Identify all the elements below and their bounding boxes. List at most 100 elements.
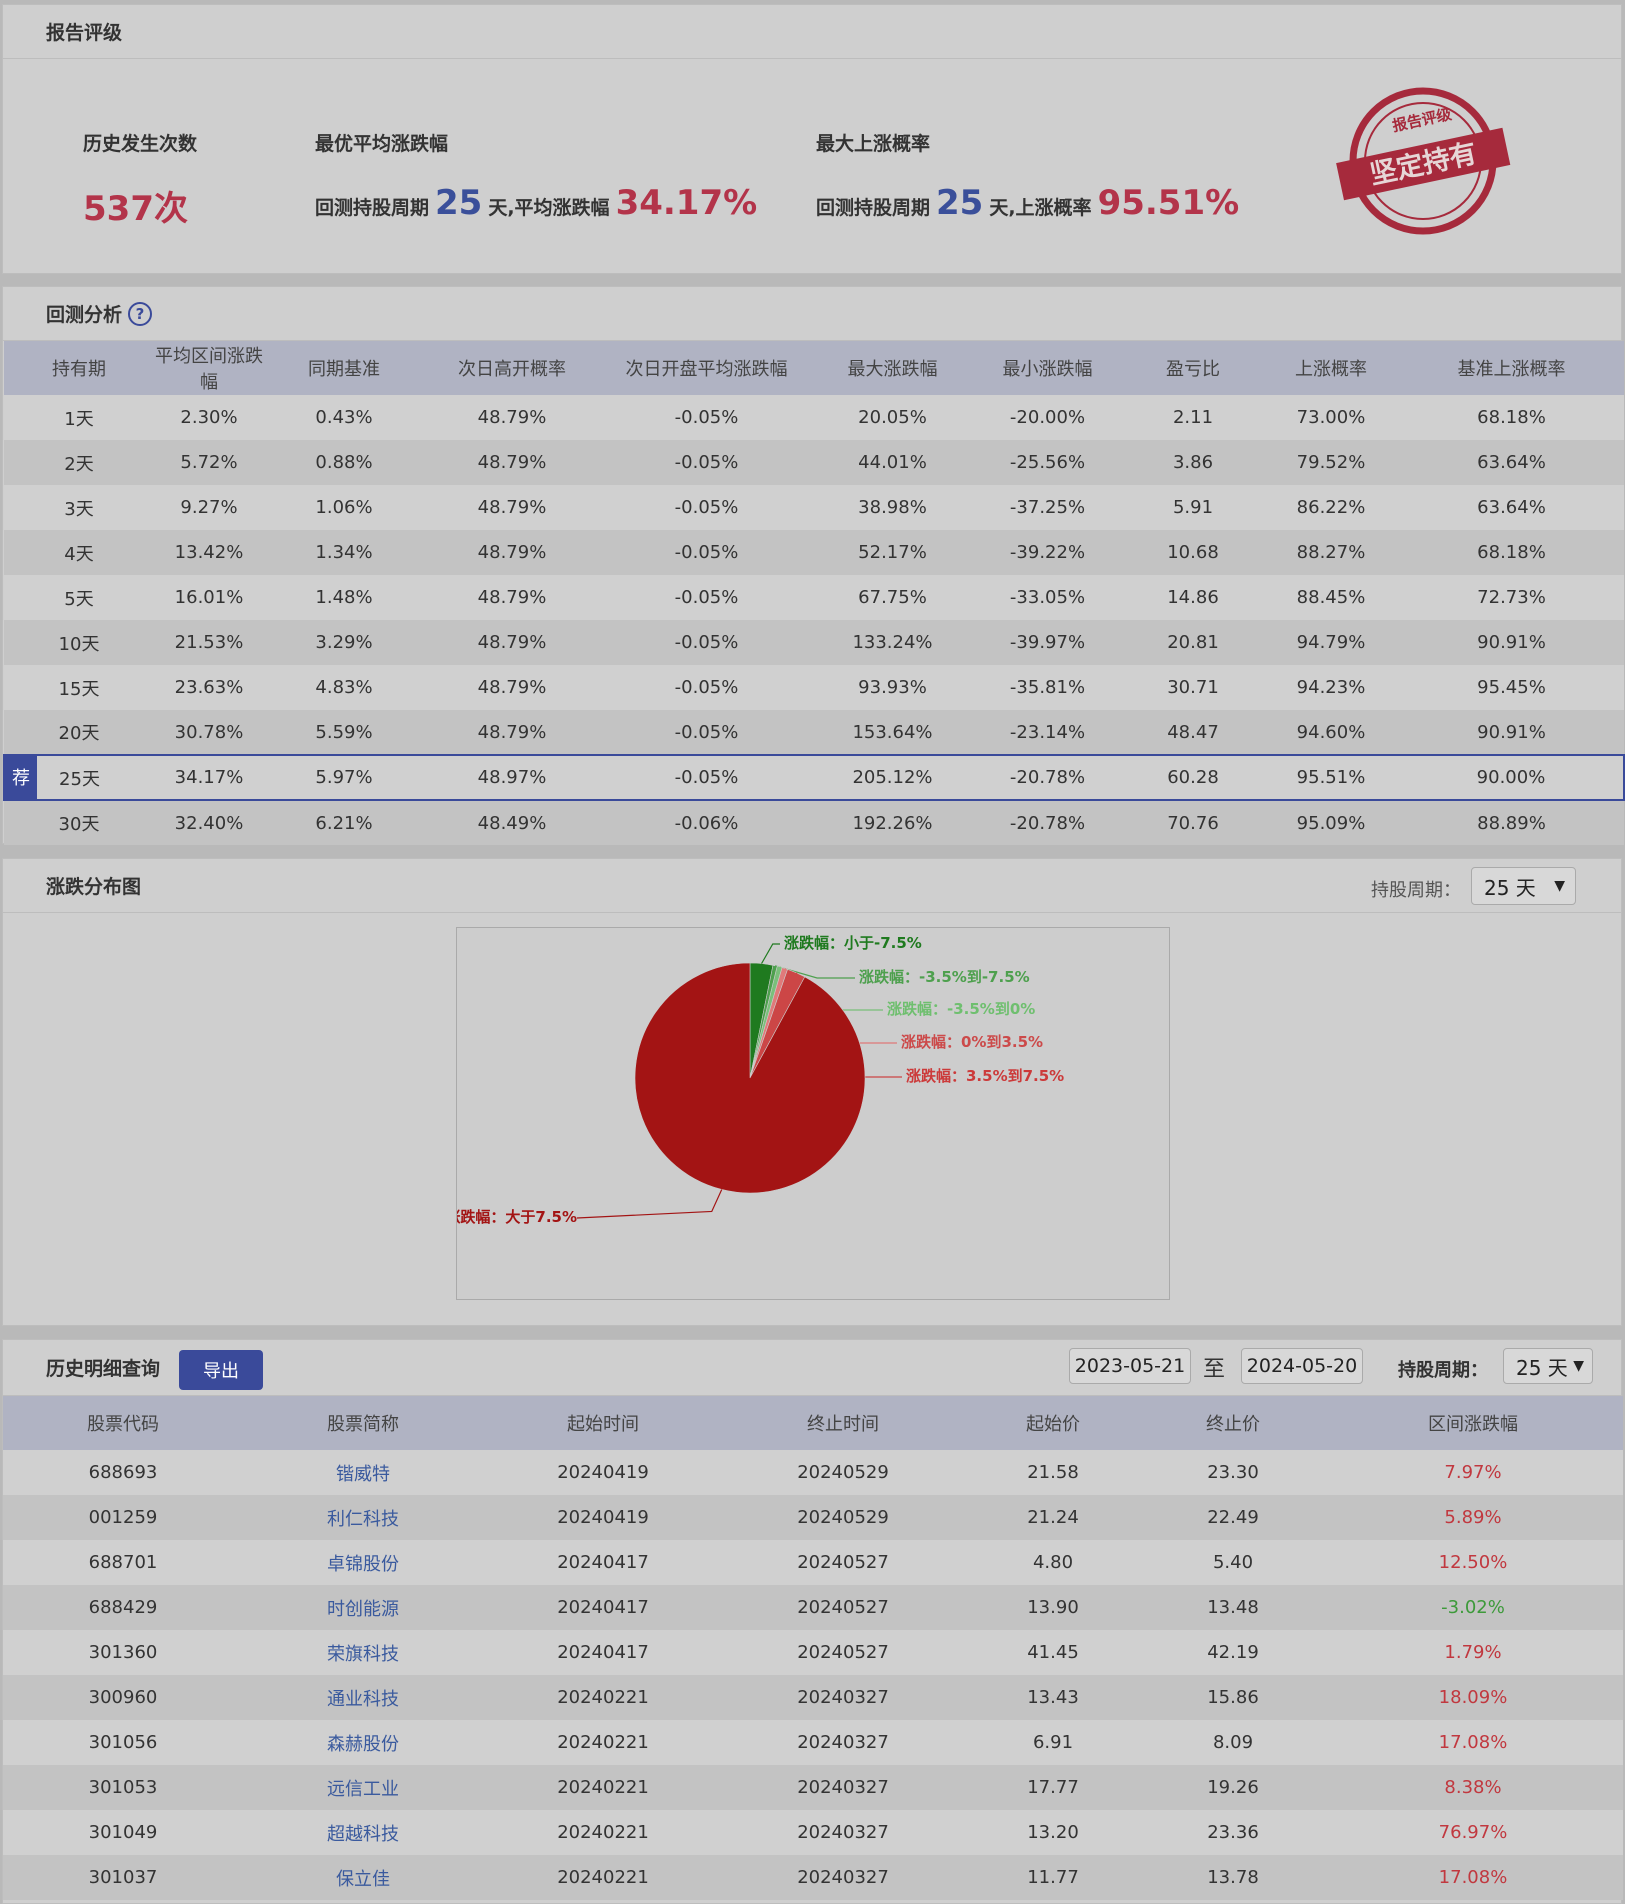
date-to-input[interactable]: 2024-05-20 [1241,1348,1363,1384]
table-cell: 4.80 [1032,1552,1074,1573]
table-cell: -0.05% [674,587,739,608]
export-button[interactable]: 导出 [179,1350,263,1390]
table-cell: 5.59% [315,721,373,743]
table-cell: 94.23% [1296,677,1366,698]
table-cell: 20240419 [557,1507,649,1528]
table-cell: 79.52% [1296,452,1366,473]
table-cell: 301053 [88,1777,158,1798]
table-cell: 5.72% [180,452,238,473]
table-cell: 1.79% [1444,1642,1502,1663]
column-header: 股票简称 [327,1414,399,1435]
table-cell: -39.97% [1009,632,1086,653]
table-cell: 30.78% [174,721,244,743]
stock-name-link[interactable]: 超越科技 [327,1823,399,1845]
column-header: 最小涨跌幅 [1002,359,1093,380]
holding-period: 25天 [59,768,100,790]
best-avg-days: 25 [435,183,483,223]
table-cell: 42.19 [1207,1642,1259,1663]
pie-slice[interactable] [634,962,866,1194]
table-row[interactable]: 688693 锴威特 20240419 20240529 21.58 23.30 7.97% [3,1450,1623,1495]
pie-label: 涨跌幅：0%到3.5% [901,1033,1043,1051]
column-header: 盈亏比 [1166,359,1220,380]
table-cell: 93.93% [858,677,927,698]
table-cell: -0.05% [674,542,739,563]
stock-name-link[interactable]: 时创能源 [327,1598,399,1620]
pie-label: 涨跌幅：小于-7.5% [784,934,922,952]
table-cell: 0.88% [315,452,373,473]
occurrences-value: 537次 [83,189,188,229]
distribution-period-select[interactable]: 25 天 ▼ [1471,867,1576,905]
best-avg-label: 最优平均涨跌幅 [315,133,449,155]
table-cell: 20240527 [797,1597,889,1618]
table-cell: 21.53% [174,632,244,653]
table-cell: -33.05% [1009,587,1086,608]
table-row[interactable]: 301360 荣旗科技 20240417 20240527 41.45 42.19 1.79… [3,1630,1623,1675]
table-row[interactable]: 30天 32.40% 6.21% 48.49% -0.06% 192.26% -20.78%… [4,800,1624,845]
table-cell: 95.45% [1477,677,1546,698]
table-cell: 68.18% [1477,407,1546,428]
table-row[interactable]: 1天 2.30% 0.43% 48.79% -0.05% 20.05% -20.00% 2.1… [4,395,1624,440]
table-row[interactable]: 15天 23.63% 4.83% 48.79% -0.05% 93.93% -35.81% 3… [4,665,1624,710]
stock-name-link[interactable]: 森赫股份 [327,1733,399,1755]
best-avg-value: 34.17% [615,183,758,223]
date-from-input[interactable]: 2023-05-21 [1069,1348,1191,1384]
table-cell: 1.06% [315,497,373,518]
table-row[interactable]: 5天 16.01% 1.48% 48.79% -0.05% 67.75% -33.05% 14… [4,575,1624,620]
table-row[interactable]: 20天 30.78% 5.59% 48.79% -0.05% 153.64% -23.14%… [4,710,1624,755]
table-cell: 2天 [64,453,94,475]
table-cell: 23.36 [1207,1822,1259,1843]
table-cell: 5.89% [1444,1507,1502,1528]
table-cell: 21.24 [1027,1507,1079,1528]
table-row[interactable]: 001259 利仁科技 20240419 20240529 21.24 22.49 5.89… [3,1495,1623,1540]
rating-title: 报告评级 [3,5,1621,59]
table-row[interactable]: 301053 远信工业 20240221 20240327 17.77 19.26 8.38… [3,1765,1623,1810]
table-cell: -39.22% [1009,542,1086,563]
table-row[interactable]: 荐 25天 34.17% 5.97% 48.97% -0.05% 205.12% -20.78… [3,754,1625,801]
column-header: 次日开盘平均涨跌幅 [625,359,788,380]
max-up-days: 25 [936,183,984,223]
stock-name-link[interactable]: 通业科技 [327,1688,399,1710]
table-cell: 63.64% [1477,452,1546,473]
table-cell: 19.26 [1207,1777,1259,1798]
table-cell: -37.25% [1009,497,1086,518]
stock-name-link[interactable]: 保立佳 [336,1868,390,1890]
stock-name-link[interactable]: 荣旗科技 [327,1643,399,1665]
table-cell: 1.34% [315,542,373,563]
table-cell: 48.97% [424,754,600,801]
table-cell: 7.97% [1444,1462,1502,1483]
table-cell: 94.60% [1296,721,1366,743]
table-row[interactable]: 688701 卓锦股份 20240417 20240527 4.80 5.40 12.50% [3,1540,1623,1585]
history-period-select[interactable]: 25 天 ▼ [1503,1348,1593,1384]
table-cell: 20240327 [797,1732,889,1753]
table-cell: 44.01% [858,452,927,473]
stock-name-link[interactable]: 锴威特 [336,1463,390,1485]
table-row[interactable]: 2天 5.72% 0.88% 48.79% -0.05% 44.01% -25.56% 3.8… [4,440,1624,485]
stock-name-link[interactable]: 卓锦股份 [327,1553,399,1575]
table-cell: 20240529 [797,1507,889,1528]
table-row[interactable]: 300960 通业科技 20240221 20240327 13.43 15.86 18.0… [3,1675,1623,1720]
distribution-period-value: 25 天 [1484,875,1536,900]
table-cell: 13.43 [1027,1687,1079,1708]
table-cell: -0.05% [674,407,739,428]
table-cell: 20240419 [557,1462,649,1483]
max-up-prefix: 回测持股周期 [816,197,931,219]
table-row[interactable]: 10天 21.53% 3.29% 48.79% -0.05% 133.24% -39.97%… [4,620,1624,665]
table-row[interactable]: 301037 保立佳 20240221 20240327 11.77 13.78 17.08… [3,1855,1623,1900]
table-cell: 1天 [64,408,94,430]
table-cell: 70.76 [1167,812,1219,834]
table-row[interactable]: 301049 超越科技 20240221 20240327 13.20 23.36 76.9… [3,1810,1623,1855]
table-row[interactable]: 4天 13.42% 1.34% 48.79% -0.05% 52.17% -39.22% 10… [4,530,1624,575]
table-cell: 2.30% [180,407,238,428]
table-cell: 13.42% [174,542,244,563]
table-cell: 30.71 [1167,677,1219,698]
table-row[interactable]: 3天 9.27% 1.06% 48.79% -0.05% 38.98% -37.25% 5.9… [4,485,1624,530]
table-cell: 30天 [58,814,100,835]
question-icon[interactable]: ? [128,301,153,326]
stock-name-link[interactable]: 远信工业 [327,1778,399,1800]
stock-name-link[interactable]: 利仁科技 [327,1508,399,1530]
history-panel: 历史明细查询 导出 2023-05-21 至 2024-05-20 持股周期： … [2,1339,1623,1904]
table-cell: 38.98% [858,497,927,518]
table-row[interactable]: 688429 时创能源 20240417 20240527 13.90 13.48 -3.0… [3,1585,1623,1630]
table-cell: -0.05% [600,754,813,801]
table-row[interactable]: 301056 森赫股份 20240221 20240327 6.91 8.09 17.08% [3,1720,1623,1765]
